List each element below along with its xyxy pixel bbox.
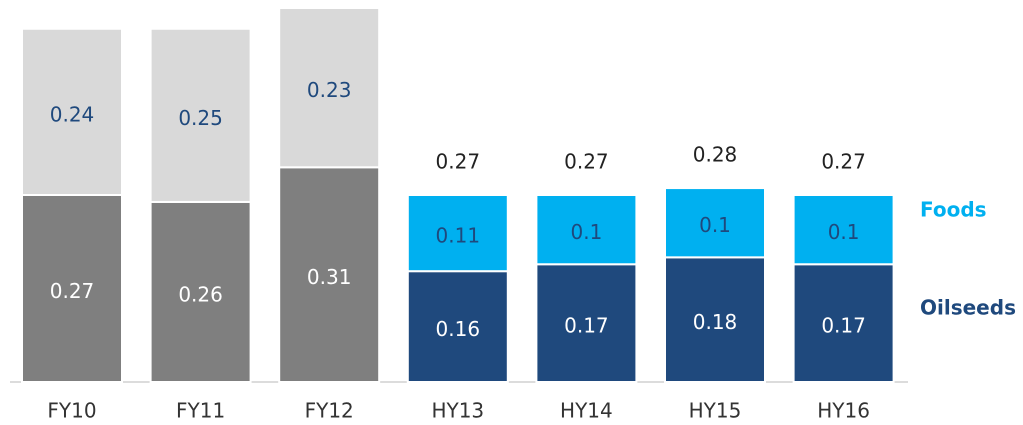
bar-segment: [21, 194, 123, 383]
value-label: 0.1: [699, 213, 731, 237]
x-tick-label: FY10: [47, 399, 96, 423]
total-label: 0.28: [693, 143, 738, 167]
total-label: 0.27: [821, 150, 866, 174]
value-label: 0.24: [50, 102, 95, 126]
value-label: 0.17: [564, 314, 609, 338]
bar-segment: [21, 27, 123, 197]
total-label: 0.27: [436, 150, 481, 174]
value-label: 0.31: [307, 265, 352, 289]
bar-segment: [149, 27, 252, 203]
x-tick-label: HY14: [560, 399, 613, 423]
legend-label: Foods: [920, 198, 987, 222]
bar-segment: [406, 270, 509, 383]
bar-segment: [406, 194, 509, 273]
x-tick-label: HY13: [431, 399, 484, 423]
x-tick-label: FY12: [305, 399, 354, 423]
value-label: 0.11: [436, 224, 481, 248]
bar-segment: [792, 194, 895, 266]
value-label: 0.17: [821, 314, 866, 338]
bar-segment: [664, 256, 766, 384]
value-label: 0.23: [307, 78, 352, 102]
value-label: 0.1: [828, 220, 860, 244]
legend-label: Oilseeds: [920, 296, 1016, 320]
x-tick-label: HY16: [817, 399, 870, 423]
bar-segment: [664, 187, 766, 259]
bar-segment: [535, 263, 638, 383]
value-label: 0.1: [570, 220, 602, 244]
x-tick-label: HY15: [689, 399, 742, 423]
value-label: 0.18: [693, 310, 738, 334]
value-label: 0.27: [50, 279, 95, 303]
value-label: 0.26: [178, 282, 223, 306]
bar-segment: [278, 166, 381, 383]
bar-segment: [792, 263, 895, 383]
x-tick-label: FY11: [176, 399, 225, 423]
bar-segment: [278, 7, 381, 169]
total-label: 0.27: [564, 150, 609, 174]
value-label: 0.25: [178, 106, 223, 130]
bar-segment: [535, 194, 638, 266]
value-label: 0.16: [436, 317, 481, 341]
